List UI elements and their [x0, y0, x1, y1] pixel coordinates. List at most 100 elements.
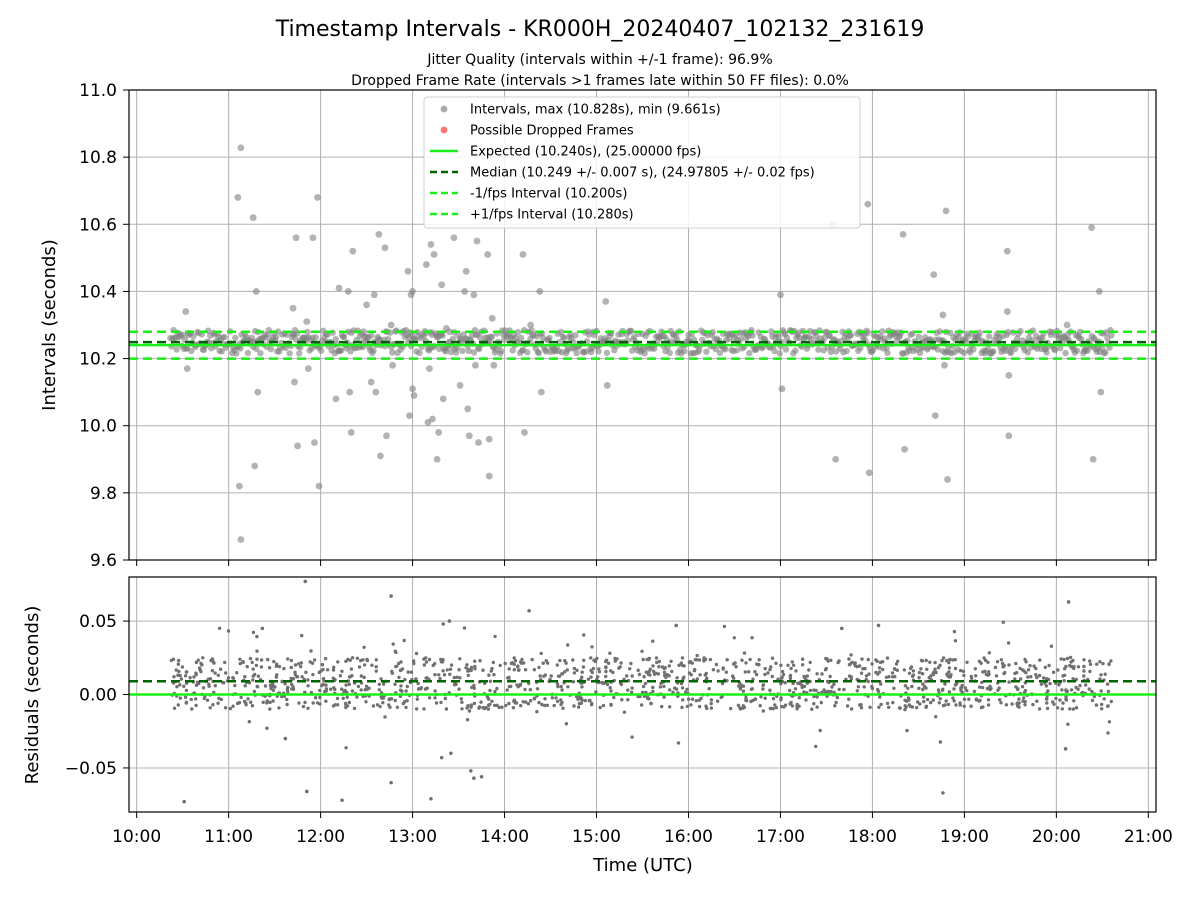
interval-outlier-point	[527, 321, 535, 329]
residual-point	[172, 706, 177, 710]
residual-point	[917, 676, 921, 680]
residual-point	[189, 697, 193, 702]
intervals-plot-frame	[128, 89, 1157, 561]
interval-point	[237, 345, 244, 352]
residual-point	[774, 661, 778, 665]
residual-point	[520, 657, 524, 662]
residual-point	[580, 685, 584, 689]
residual-point	[789, 666, 793, 671]
residual-point	[226, 676, 231, 680]
residual-point	[458, 676, 462, 680]
residual-point	[773, 703, 777, 707]
residual-point	[277, 706, 281, 710]
residual-point	[1065, 656, 1070, 661]
residual-point	[425, 686, 429, 690]
interval-point	[253, 345, 260, 352]
residual-point	[685, 687, 689, 691]
residual-point	[365, 658, 370, 663]
residual-point	[188, 676, 192, 680]
intervals-y-axis-label: Intervals (seconds)	[39, 239, 60, 411]
residual-point	[248, 656, 253, 661]
residual-point	[1068, 655, 1073, 660]
residual-point	[714, 662, 719, 667]
residual-point	[572, 671, 577, 675]
residual-outlier-point	[876, 623, 881, 628]
residual-point	[377, 682, 381, 686]
interval-outlier-point	[930, 271, 938, 279]
residual-point	[651, 689, 655, 694]
residual-point	[528, 699, 533, 703]
residual-point	[523, 668, 528, 672]
residual-point	[649, 701, 653, 706]
interval-point	[173, 346, 180, 353]
residual-point	[348, 658, 352, 662]
interval-outlier-point	[521, 429, 528, 436]
x-tick-label: 10:00	[112, 827, 161, 847]
residual-point	[507, 667, 511, 671]
residual-point	[557, 674, 562, 678]
residual-point	[591, 666, 596, 671]
residual-point	[641, 657, 645, 662]
residual-point	[887, 705, 891, 709]
residual-point	[311, 701, 315, 705]
residual-point	[922, 695, 926, 699]
residual-point	[1034, 666, 1038, 671]
residual-point	[630, 735, 634, 739]
residual-point	[744, 661, 748, 665]
residual-point	[855, 689, 859, 693]
residual-point	[721, 667, 725, 671]
residual-point	[997, 686, 1001, 690]
residual-point	[201, 656, 205, 660]
residual-point	[321, 677, 326, 681]
interval-point	[1073, 347, 1081, 354]
residual-point	[235, 671, 239, 675]
residual-point	[211, 703, 215, 707]
residual-point	[801, 663, 805, 667]
interval-outlier-point	[537, 388, 545, 396]
residual-point	[986, 660, 990, 664]
residual-point	[732, 676, 736, 680]
residual-point	[393, 682, 397, 686]
residual-point	[802, 674, 806, 679]
residual-point	[1045, 706, 1050, 711]
residual-point	[892, 667, 897, 671]
residual-point	[549, 674, 553, 678]
interval-point	[384, 335, 392, 343]
residual-point	[1038, 658, 1042, 662]
interval-point	[283, 331, 290, 338]
x-tick-label: 11:00	[204, 827, 253, 847]
residual-point	[580, 670, 584, 674]
residual-point	[1015, 702, 1019, 706]
interval-point	[934, 346, 941, 353]
residual-point	[911, 669, 916, 673]
residual-point	[929, 700, 933, 705]
interval-outlier-point	[303, 318, 311, 326]
residual-point	[902, 668, 906, 672]
residual-point	[261, 700, 265, 704]
residual-point	[1028, 664, 1032, 668]
residual-point	[489, 669, 493, 673]
interval-outlier-point	[461, 288, 469, 295]
residual-point	[921, 687, 925, 692]
x-axis-label: Time (UTC)	[592, 855, 693, 876]
interval-outlier-point	[456, 382, 464, 389]
interval-point	[1108, 332, 1115, 339]
legend: Intervals, max (10.828s), min (9.661s) Po…	[423, 96, 861, 229]
residual-point	[860, 657, 864, 661]
residual-point	[290, 682, 294, 687]
residual-point	[437, 673, 441, 677]
residual-point	[670, 669, 674, 674]
residuals-y-tick-label: 0.05	[79, 612, 117, 632]
interval-outlier-point	[182, 308, 190, 315]
interval-outlier-point	[252, 288, 260, 295]
interval-point	[179, 331, 187, 339]
residual-point	[1082, 674, 1086, 678]
interval-outlier-point	[485, 435, 493, 443]
residual-point	[699, 696, 703, 700]
residuals-y-tick-label: −0.05	[65, 759, 117, 779]
residual-point	[938, 697, 942, 701]
residual-point	[462, 626, 467, 630]
residual-point	[920, 672, 925, 676]
residual-point	[658, 685, 663, 689]
residual-point	[582, 658, 586, 662]
